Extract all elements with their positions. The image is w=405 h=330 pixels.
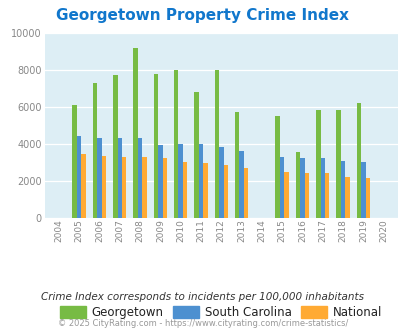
Bar [219,147,223,218]
Bar [203,163,207,218]
Legend: Georgetown, South Carolina, National: Georgetown, South Carolina, National [55,301,386,324]
Bar [304,173,309,218]
Bar [122,157,126,218]
Bar [113,75,117,218]
Bar [300,158,304,218]
Bar [284,172,288,218]
Bar [315,110,320,218]
Bar [173,70,178,218]
Bar [356,103,360,218]
Bar [182,162,187,218]
Bar [81,154,86,218]
Bar [92,83,97,218]
Bar [275,116,279,218]
Bar [320,158,324,218]
Bar [97,138,101,218]
Bar [194,92,198,218]
Bar [344,177,349,218]
Bar [239,151,243,218]
Bar [138,138,142,218]
Bar [117,138,122,218]
Bar [223,165,228,218]
Bar [365,178,369,218]
Text: © 2025 CityRating.com - https://www.cityrating.com/crime-statistics/: © 2025 CityRating.com - https://www.city… [58,319,347,328]
Bar [153,74,158,218]
Bar [158,145,162,218]
Text: Georgetown Property Crime Index: Georgetown Property Crime Index [56,8,349,23]
Bar [101,156,106,218]
Bar [360,162,365,218]
Bar [335,110,340,218]
Bar [178,144,182,218]
Text: Crime Index corresponds to incidents per 100,000 inhabitants: Crime Index corresponds to incidents per… [41,292,364,302]
Bar [142,157,146,218]
Bar [234,113,239,218]
Bar [295,152,299,218]
Bar [133,48,138,218]
Bar [279,157,284,218]
Bar [72,105,77,218]
Bar [214,70,219,218]
Bar [198,144,203,218]
Bar [340,161,345,218]
Bar [243,168,247,218]
Bar [162,158,167,218]
Bar [324,174,329,218]
Bar [77,137,81,218]
